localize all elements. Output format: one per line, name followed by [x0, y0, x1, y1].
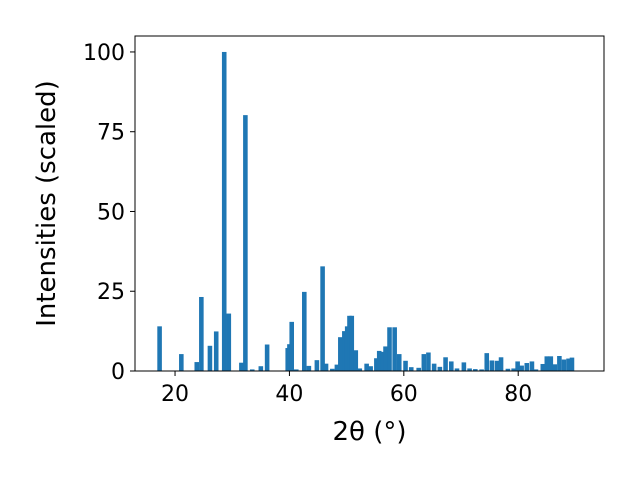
bar [387, 327, 392, 371]
bar [426, 352, 431, 371]
x-tick-label: 80 [504, 382, 532, 407]
bar [467, 368, 472, 371]
bar [524, 363, 530, 371]
axes-group: 20 40 60 80 0 25 50 75 100 [83, 35, 605, 407]
bar [342, 331, 347, 371]
bar [334, 364, 340, 371]
y-axis-label: Intensities (scaled) [32, 80, 62, 327]
bar [368, 366, 373, 371]
y-tick-label: 25 [97, 280, 125, 305]
bar [533, 369, 539, 371]
bar [437, 366, 443, 371]
bar [511, 368, 516, 371]
bar [519, 365, 524, 371]
bar [408, 367, 414, 371]
bar [552, 364, 558, 371]
bar [380, 351, 385, 371]
bar [489, 360, 495, 371]
bar [239, 362, 244, 371]
bar [392, 327, 397, 371]
bar [383, 346, 388, 371]
bar [338, 337, 343, 371]
bar [544, 356, 550, 371]
bar [494, 360, 500, 371]
bar [374, 358, 379, 371]
bar [454, 368, 460, 371]
y-tick-label: 50 [97, 200, 125, 225]
bar [157, 326, 162, 371]
bar [199, 296, 204, 371]
bars-group [157, 51, 575, 371]
bar [569, 357, 575, 371]
bar [226, 313, 232, 371]
bar [561, 359, 567, 371]
bar [357, 368, 363, 371]
bar [194, 362, 200, 371]
x-tick-label: 40 [275, 382, 303, 407]
x-tick-label: 20 [161, 382, 189, 407]
bar [302, 291, 307, 371]
bar [289, 321, 295, 371]
bar [207, 345, 213, 371]
bar [443, 357, 448, 371]
bar [566, 358, 571, 371]
bar [320, 266, 325, 371]
y-tick-label: 100 [83, 41, 125, 66]
plot-frame [134, 35, 605, 372]
bar [498, 357, 504, 371]
bar [479, 369, 484, 371]
y-tick-label: 75 [97, 121, 125, 146]
bar [323, 363, 329, 371]
bar [364, 363, 369, 371]
x-tick-label: 60 [390, 382, 418, 407]
bar [461, 362, 467, 371]
bar [353, 350, 359, 371]
y-tick-label: 0 [111, 360, 125, 385]
bar [314, 360, 320, 371]
bar [515, 361, 520, 371]
bar [396, 354, 402, 371]
bar [264, 344, 270, 371]
bar [421, 354, 427, 371]
bar [473, 369, 478, 371]
bar [557, 356, 562, 371]
bar [529, 361, 535, 371]
bar [243, 115, 248, 371]
bar [258, 366, 264, 371]
bar [294, 369, 299, 371]
x-axis-label: 2θ (°) [332, 417, 406, 447]
bar [505, 368, 511, 371]
bar [403, 360, 408, 371]
bar [213, 331, 219, 371]
bar [548, 356, 554, 371]
bar [349, 315, 355, 371]
bar [416, 367, 421, 371]
bar [540, 363, 546, 371]
bar [431, 363, 437, 371]
bar [249, 369, 255, 371]
bar [376, 350, 382, 371]
bar [306, 365, 312, 371]
bar [221, 51, 227, 371]
bar [484, 353, 490, 371]
bar [330, 368, 335, 371]
bar [179, 354, 184, 371]
bar [449, 361, 454, 371]
